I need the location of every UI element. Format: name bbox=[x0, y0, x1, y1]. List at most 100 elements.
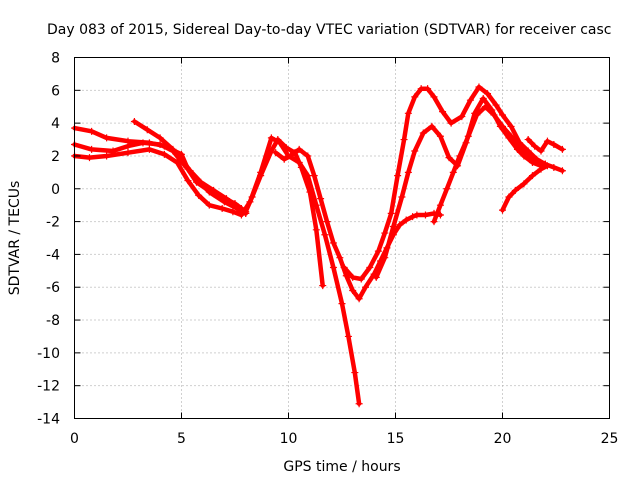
data-point bbox=[340, 264, 348, 272]
data-point bbox=[321, 231, 329, 239]
data-point bbox=[550, 140, 558, 148]
data-point bbox=[374, 247, 382, 255]
data-point bbox=[312, 226, 320, 234]
data-point bbox=[524, 152, 532, 160]
data-point bbox=[550, 163, 558, 171]
y-tick-label: 0 bbox=[51, 182, 60, 198]
data-point bbox=[381, 254, 389, 262]
y-tick-label: 6 bbox=[51, 83, 60, 99]
x-tick-label: 25 bbox=[601, 431, 619, 447]
data-point bbox=[156, 134, 164, 142]
data-point bbox=[524, 136, 532, 144]
data-point bbox=[558, 145, 566, 153]
data-point bbox=[355, 400, 363, 408]
data-point bbox=[349, 273, 357, 281]
data-point bbox=[130, 117, 138, 125]
data-point bbox=[449, 168, 457, 176]
data-point bbox=[396, 221, 404, 229]
data-point bbox=[389, 223, 397, 231]
data-point bbox=[218, 204, 226, 212]
data-point bbox=[257, 168, 265, 176]
data-point bbox=[499, 111, 506, 119]
data-point bbox=[295, 145, 303, 153]
x-tick-label: 5 bbox=[177, 431, 186, 447]
data-point bbox=[531, 142, 539, 150]
data-point bbox=[533, 159, 541, 167]
data-series bbox=[340, 83, 566, 283]
data-point bbox=[400, 136, 408, 144]
data-point bbox=[124, 142, 132, 150]
data-point bbox=[484, 90, 492, 98]
data-point bbox=[421, 211, 429, 219]
data-point bbox=[411, 93, 419, 101]
y-tick-label: -14 bbox=[37, 412, 60, 428]
data-point bbox=[492, 101, 500, 109]
data-point bbox=[473, 111, 481, 119]
y-tick-label: -8 bbox=[46, 313, 60, 329]
data-point bbox=[424, 85, 432, 93]
data-point bbox=[351, 369, 359, 377]
data-point bbox=[436, 132, 444, 140]
data-point bbox=[338, 300, 346, 308]
data-point bbox=[344, 332, 352, 340]
data-point bbox=[272, 149, 280, 157]
data-point bbox=[103, 134, 111, 142]
data-point bbox=[520, 180, 528, 188]
y-tick-label: -4 bbox=[46, 247, 60, 263]
data-point bbox=[237, 204, 245, 212]
data-point bbox=[357, 275, 365, 283]
data-point bbox=[366, 264, 374, 272]
data-point bbox=[443, 185, 451, 193]
data-point bbox=[458, 113, 466, 121]
data-point bbox=[537, 165, 545, 173]
data-point bbox=[329, 264, 337, 272]
data-point bbox=[543, 137, 551, 145]
data-series bbox=[71, 134, 363, 408]
data-point bbox=[394, 172, 402, 180]
data-point bbox=[222, 195, 230, 203]
data-point bbox=[276, 139, 284, 147]
axis-ticks bbox=[74, 57, 610, 419]
series-line bbox=[525, 137, 565, 154]
data-point bbox=[475, 83, 483, 91]
data-point bbox=[184, 177, 192, 185]
x-tick-label: 15 bbox=[387, 431, 405, 447]
data-point bbox=[413, 211, 421, 219]
data-point bbox=[317, 195, 325, 203]
data-point bbox=[404, 109, 412, 117]
data-point bbox=[139, 139, 147, 147]
data-point bbox=[304, 172, 312, 180]
data-point bbox=[195, 191, 203, 199]
data-point bbox=[229, 208, 237, 216]
data-point bbox=[210, 186, 218, 194]
data-point bbox=[381, 229, 389, 237]
data-series bbox=[499, 162, 551, 214]
data-point bbox=[464, 132, 472, 140]
data-point bbox=[466, 96, 474, 104]
data-point bbox=[404, 168, 412, 176]
data-point bbox=[349, 287, 357, 295]
data-point bbox=[411, 147, 419, 155]
data-point bbox=[145, 145, 153, 153]
data-point bbox=[205, 201, 213, 209]
data-point bbox=[143, 126, 151, 134]
data-point bbox=[186, 167, 194, 175]
data-point bbox=[287, 152, 295, 160]
data-point bbox=[124, 149, 132, 157]
series-line bbox=[341, 84, 565, 282]
data-point bbox=[319, 282, 327, 290]
data-point bbox=[537, 147, 545, 155]
data-point bbox=[197, 178, 205, 186]
data-point bbox=[85, 154, 93, 162]
data-point bbox=[237, 211, 245, 219]
data-point bbox=[428, 122, 436, 130]
data-point bbox=[439, 108, 447, 116]
data-point bbox=[88, 127, 96, 135]
x-tick-label: 0 bbox=[70, 431, 79, 447]
data-point bbox=[267, 134, 275, 142]
data-point bbox=[516, 142, 524, 150]
data-point bbox=[490, 111, 498, 119]
y-tick-labels: -14 -12 -10 -8 -6 -4 -2 0 2 4 6 8 bbox=[37, 51, 60, 428]
data-point bbox=[430, 218, 438, 226]
data-point bbox=[419, 129, 427, 137]
